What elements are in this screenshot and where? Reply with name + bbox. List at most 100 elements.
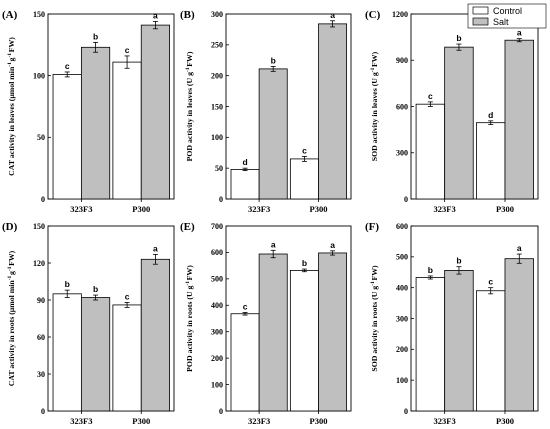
panel-c-letter: (C) [365, 9, 381, 21]
bar-salt-p300 [140, 24, 170, 200]
bar-control-323f3 [52, 74, 82, 200]
bar-control-p300 [289, 158, 319, 200]
y-tick-label: 600 [211, 248, 223, 257]
significance-letter: c [125, 291, 130, 301]
panel-d-frame [47, 225, 175, 412]
y-axis-label: CAT activity in roots (μmol min-1 g-1 FW… [7, 250, 16, 386]
y-axis-label: SOD activity in roots (U g-1 FW) [370, 265, 379, 372]
panel-e-letter: (E) [180, 221, 195, 233]
y-tick-label: 0 [41, 195, 45, 204]
bar-salt-p300 [318, 23, 348, 200]
y-tick-label: 200 [396, 345, 408, 354]
y-tick-label: 150 [211, 102, 223, 111]
y-tick-label: 50 [37, 133, 45, 142]
panel-d: (D) 0 30 60 90 120 150 CAT activity in roots (μ… [2, 221, 175, 426]
panel-e-frame [225, 225, 352, 412]
category-label: 323F3 [70, 416, 92, 426]
y-tick-label: 30 [37, 370, 45, 379]
y-axis-label: POD activity in leaves (U g-1 FW) [185, 51, 194, 161]
category-label: 323F3 [70, 204, 92, 214]
significance-letter: b [93, 284, 98, 294]
y-tick-label: 0 [219, 195, 223, 204]
significance-letter: a [330, 10, 335, 20]
legend: Control Salt [467, 3, 547, 29]
category-label: P300 [132, 204, 150, 214]
panel-f: (F) 0 100 200 300 400 500 600 SOD activity in ro… [365, 221, 539, 426]
bar-salt-323f3 [444, 46, 474, 200]
significance-letter: d [242, 157, 247, 167]
significance-letter: b [93, 31, 98, 41]
significance-letter: c [302, 145, 307, 155]
category-label: P300 [132, 416, 150, 426]
y-tick-label: 250 [211, 41, 223, 50]
bar-control-323f3 [230, 168, 260, 200]
panel-c: (C) 0 300 600 900 1200 SOD activity in leaves … [365, 9, 539, 214]
significance-letter: a [330, 240, 335, 250]
significance-letter: c [488, 277, 493, 287]
significance-letter: b [456, 33, 461, 43]
panel-b-letter: (B) [180, 9, 195, 21]
y-tick-label: 90 [37, 296, 45, 305]
significance-letter: b [271, 55, 276, 65]
category-label: P300 [310, 416, 328, 426]
significance-letter: b [302, 258, 307, 268]
significance-letter: b [428, 265, 433, 275]
significance-letter: c [125, 45, 130, 55]
bar-salt-323f3 [80, 46, 111, 200]
significance-letter: c [428, 91, 433, 101]
panel-a-letter: (A) [2, 9, 18, 21]
y-tick-label: 300 [211, 328, 223, 337]
significance-letter: a [153, 243, 158, 253]
y-tick-label: 150 [33, 222, 45, 231]
bar-control-323f3 [230, 313, 260, 412]
y-tick-label: 500 [396, 253, 408, 262]
y-tick-label: 500 [211, 275, 223, 284]
bar-salt-p300 [504, 39, 534, 200]
category-label: 323F3 [248, 204, 270, 214]
bar-control-323f3 [415, 103, 446, 200]
category-label: 323F3 [434, 416, 456, 426]
category-label: P300 [496, 204, 514, 214]
panel-e: (E) 0 100 200 300 400 500 600 700 POD activity in… [180, 221, 352, 426]
y-tick-label: 0 [41, 407, 45, 416]
y-tick-label: 300 [211, 10, 223, 19]
y-axis-label: SOD activity in leaves (U g-1 FW) [370, 51, 379, 161]
category-label: 323F3 [434, 204, 456, 214]
significance-letter: b [456, 256, 461, 266]
significance-letter: a [153, 10, 158, 20]
y-tick-label: 600 [396, 222, 408, 231]
significance-letter: d [488, 110, 493, 120]
y-tick-label: 300 [396, 314, 408, 323]
y-tick-label: 120 [33, 259, 45, 268]
category-label: P300 [310, 204, 328, 214]
bar-salt-323f3 [80, 297, 111, 412]
y-axis-label: POD activity in roots (U g-1 FW) [185, 265, 194, 372]
panels-group: (A) 0 50 100 150 CAT activity in leaves (μmol… [2, 9, 539, 426]
panel-a: (A) 0 50 100 150 CAT activity in leaves (μmol… [2, 9, 175, 214]
y-tick-label: 60 [37, 333, 45, 342]
y-tick-label: 400 [396, 283, 408, 292]
category-label: P300 [496, 416, 514, 426]
panel-b: (B) 0 50 100 150 200 250 300 POD activity in lea… [180, 9, 352, 214]
bar-salt-323f3 [444, 269, 474, 412]
significance-letter: c [243, 301, 248, 311]
legend-swatch-control [472, 6, 489, 15]
y-tick-label: 100 [211, 133, 223, 142]
y-tick-label: 400 [211, 301, 223, 310]
y-tick-label: 200 [211, 354, 223, 363]
bar-salt-323f3 [258, 253, 288, 412]
y-tick-label: 200 [211, 71, 223, 80]
category-label: 323F3 [248, 416, 270, 426]
y-tick-label: 100 [33, 71, 45, 80]
y-tick-label: 100 [396, 376, 408, 385]
legend-label-salt: Salt [493, 17, 509, 27]
y-tick-label: 900 [396, 56, 408, 65]
significance-letter: b [65, 279, 70, 289]
y-tick-label: 0 [404, 195, 408, 204]
bar-control-p300 [476, 122, 506, 200]
y-tick-label: 50 [215, 164, 223, 173]
y-tick-label: 700 [211, 222, 223, 231]
y-tick-label: 600 [396, 102, 408, 111]
significance-letter: a [271, 239, 276, 249]
